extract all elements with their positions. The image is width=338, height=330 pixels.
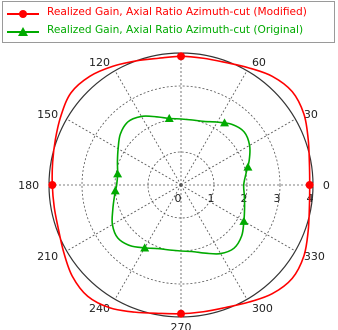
series-line-1	[111, 115, 251, 255]
series-0-marker-2	[48, 181, 57, 189]
angle-tick-60: 60	[252, 56, 266, 69]
polar-grid	[48, 52, 314, 318]
legend-label-modified: Realized Gain, Axial Ratio Azimuth-cut (…	[47, 6, 307, 18]
grid-spoke-300	[180, 184, 248, 300]
radial-tick-1: 1	[208, 192, 215, 205]
series-0-marker-1	[177, 52, 185, 61]
angle-tick-270: 270	[171, 321, 192, 330]
series-1-marker-1	[220, 118, 230, 127]
legend-swatch-modified	[7, 10, 39, 18]
grid-spoke-120	[114, 70, 182, 186]
grid-spoke-60	[180, 70, 248, 186]
angle-tick-120: 120	[89, 56, 110, 69]
legend: Realized Gain, Axial Ratio Azimuth-cut (…	[2, 1, 335, 43]
series-1-marker-3	[113, 169, 123, 178]
series-1-marker-2	[164, 113, 174, 122]
series-1-marker-4	[110, 186, 120, 195]
series-0-marker-0	[305, 181, 314, 189]
grid-ring-3	[81, 85, 281, 285]
series-1-marker-0	[243, 162, 253, 171]
series-0-marker-3	[177, 309, 185, 318]
angle-tick-330: 330	[304, 250, 325, 263]
angle-tick-300: 300	[252, 302, 273, 315]
legend-item-modified: Realized Gain, Axial Ratio Azimuth-cut (…	[3, 5, 334, 23]
grid-spoke-240	[114, 184, 182, 300]
angle-tick-30: 30	[304, 108, 318, 121]
grid-spoke-330	[180, 184, 296, 252]
radial-tick-3: 3	[274, 192, 281, 205]
series-1-marker-6	[239, 216, 249, 225]
grid-spoke-150	[66, 118, 182, 186]
angle-tick-0: 0	[323, 179, 330, 192]
legend-item-original: Realized Gain, Axial Ratio Azimuth-cut (…	[3, 23, 334, 41]
angle-tick-150: 150	[37, 108, 58, 121]
angle-tick-180: 180	[18, 179, 39, 192]
grid-spoke-210	[66, 184, 182, 252]
legend-swatch-original	[7, 27, 39, 36]
angle-tick-210: 210	[37, 250, 58, 263]
radial-tick-0: 0	[175, 192, 182, 205]
legend-label-original: Realized Gain, Axial Ratio Azimuth-cut (…	[47, 24, 304, 36]
series-1-marker-5	[140, 243, 150, 252]
series-layer	[48, 52, 314, 318]
grid-spoke-30	[180, 118, 296, 186]
